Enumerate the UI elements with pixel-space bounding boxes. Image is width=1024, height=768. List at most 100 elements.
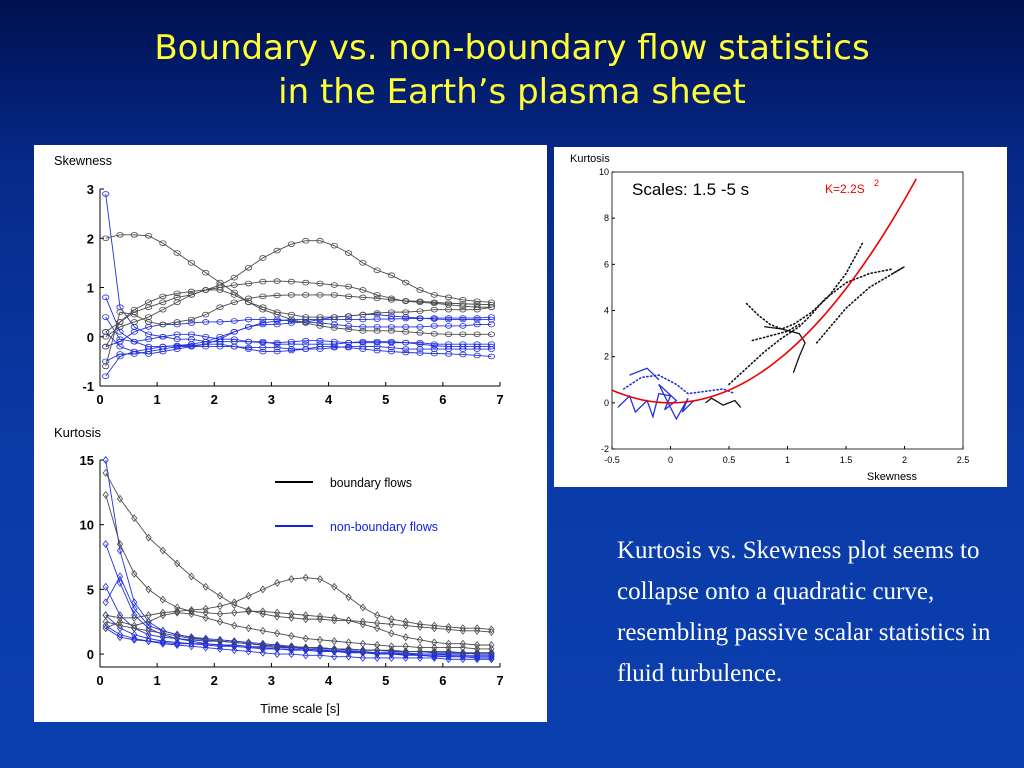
boundary-point: [330, 292, 338, 298]
nonboundary-point: [259, 338, 267, 345]
boundary-trajectory: [751, 323, 800, 342]
boundary-point: [202, 582, 209, 591]
nonboundary-point: [230, 343, 238, 350]
y-tick-label: 0: [87, 647, 94, 662]
boundary-point: [416, 620, 424, 629]
nonboundary-point: [459, 323, 467, 329]
boundary-point: [288, 613, 295, 622]
y-axis-label: Kurtosis: [570, 153, 610, 165]
nonboundary-point: [230, 336, 238, 343]
boundary-point: [173, 290, 181, 297]
boundary-point: [474, 644, 481, 653]
boundary-point: [159, 306, 167, 313]
nonboundary-point: [245, 647, 252, 656]
boundary-point: [330, 242, 338, 249]
boundary-point: [316, 643, 324, 652]
nonboundary-point: [116, 336, 124, 343]
nonboundary-point: [387, 344, 396, 351]
boundary-point: [187, 288, 196, 295]
nonboundary-point: [216, 319, 224, 325]
nonboundary-point: [316, 651, 324, 660]
boundary-point: [159, 293, 167, 300]
boundary-point: [259, 585, 266, 594]
x-tick-label: 1: [154, 673, 161, 688]
boundary-point: [402, 309, 410, 315]
boundary-point: [202, 269, 210, 276]
slide-title: Boundary vs. non-boundary flow statistic…: [0, 26, 1024, 114]
nonboundary-point: [444, 316, 453, 323]
boundary-point: [159, 629, 166, 638]
boundary-point: [116, 494, 124, 503]
boundary-point: [344, 283, 353, 290]
nonboundary-point: [216, 336, 224, 343]
boundary-point: [173, 299, 181, 306]
boundary-point: [216, 637, 224, 646]
nonboundary-series-line: [105, 346, 492, 362]
nonboundary-point: [374, 653, 381, 662]
boundary-point: [216, 591, 224, 600]
boundary-point: [302, 292, 310, 298]
nonboundary-point: [473, 321, 481, 328]
boundary-point: [344, 293, 353, 300]
boundary-point: [245, 607, 252, 616]
boundary-trajectory: [892, 266, 905, 275]
boundary-point: [487, 301, 496, 308]
y-tick-label: 6: [604, 259, 609, 269]
nonboundary-point: [402, 349, 410, 356]
boundary-point: [402, 647, 409, 656]
boundary-point: [144, 299, 153, 306]
nonboundary-point: [402, 346, 410, 352]
boundary-point: [274, 612, 281, 621]
boundary-point: [173, 319, 181, 325]
nonboundary-point: [287, 347, 296, 354]
boundary-point: [345, 616, 352, 625]
boundary-point: [202, 287, 210, 293]
boundary-point: [216, 304, 224, 311]
boundary-point: [344, 326, 353, 333]
y-axis-label: Skewness: [54, 153, 112, 168]
boundary-point: [416, 298, 424, 305]
boundary-point: [359, 603, 366, 612]
boundary-point: [145, 617, 152, 626]
boundary-point: [331, 644, 338, 653]
nonboundary-point: [231, 646, 238, 655]
boundary-point: [174, 559, 181, 568]
boundary-point: [187, 316, 196, 323]
boundary-point: [174, 608, 181, 617]
boundary-point: [130, 311, 138, 318]
boundary-point: [245, 591, 252, 600]
nonboundary-point: [188, 639, 195, 648]
boundary-point: [216, 617, 224, 626]
x-tick-label: 6: [439, 673, 446, 688]
nonboundary-point: [131, 630, 138, 639]
nonboundary-point: [244, 316, 253, 323]
boundary-point: [188, 606, 195, 615]
boundary-point: [330, 314, 338, 320]
nonboundary-point: [202, 341, 210, 347]
nonboundary-point: [459, 316, 467, 323]
boundary-point: [445, 639, 452, 648]
boundary-point: [145, 533, 152, 542]
boundary-point: [287, 292, 296, 298]
time-scale-figure-panel: 0 1 2 3 4 5 6 7 -1 0 1 2 3 Skewness 0 1 2 3 4 5 6 7 0 5 10 15 Kur…: [34, 145, 547, 722]
y-tick-label: 15: [80, 453, 94, 468]
nonboundary-point: [359, 653, 366, 662]
x-tick-label: 1.5: [840, 455, 853, 465]
nonboundary-point: [430, 323, 438, 329]
boundary-point: [245, 639, 252, 648]
boundary-point: [388, 629, 395, 638]
boundary-point: [131, 514, 138, 523]
nonboundary-point: [431, 652, 438, 661]
boundary-point: [116, 309, 124, 315]
boundary-point: [174, 603, 181, 612]
boundary-point: [202, 311, 210, 318]
x-tick-label: 3: [268, 392, 275, 407]
nonboundary-point: [144, 346, 153, 352]
boundary-series-line: [105, 240, 492, 333]
boundary-point: [202, 635, 209, 644]
nonboundary-point: [159, 637, 166, 646]
legend-label: non-boundary flows: [330, 519, 438, 534]
boundary-series-line: [105, 494, 492, 646]
nonboundary-point: [259, 316, 267, 323]
nonboundary-point: [387, 313, 396, 319]
